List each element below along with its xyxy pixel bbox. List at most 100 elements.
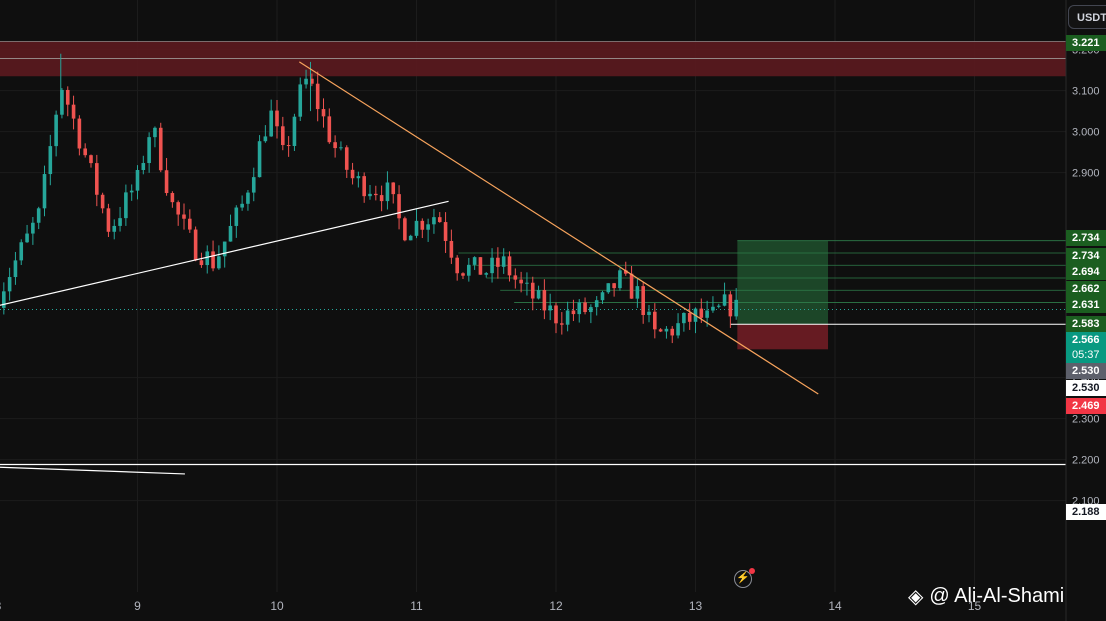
- price-tag-green: 2.662: [1066, 281, 1106, 297]
- candle-body: [95, 163, 99, 195]
- candle-body: [513, 275, 518, 280]
- candle-body: [484, 273, 489, 275]
- candle-body: [385, 182, 390, 202]
- y-tick-label: 3.000: [1072, 127, 1100, 139]
- candle-body: [658, 329, 663, 332]
- candle-body: [548, 305, 552, 311]
- trendline-lower: [0, 466, 185, 475]
- candle-body: [711, 306, 715, 311]
- candle-body: [321, 109, 326, 117]
- candle-body: [77, 118, 82, 149]
- candle-body: [705, 310, 709, 318]
- candle-body: [106, 208, 111, 232]
- candle-body: [170, 193, 175, 203]
- candle-body: [670, 328, 675, 336]
- candle-body: [536, 290, 541, 299]
- candle-body: [100, 194, 105, 209]
- candle-body: [525, 282, 529, 284]
- candle-body: [507, 256, 512, 276]
- candle-body: [653, 311, 657, 330]
- binance-logo-icon: ◈: [908, 586, 924, 608]
- watermark: ◈ @ Ali-Al-Shami: [908, 584, 1064, 609]
- currency-button[interactable]: USDT: [1068, 5, 1106, 29]
- candle-body: [298, 84, 303, 117]
- y-tick-label: 3.100: [1072, 86, 1100, 98]
- x-tick-label: 14: [828, 599, 842, 613]
- stop-zone: [737, 324, 829, 350]
- candle-body: [571, 310, 576, 315]
- candle-body: [89, 155, 93, 164]
- candle-body: [501, 256, 506, 267]
- candle-body: [222, 241, 227, 257]
- candle-body: [722, 294, 727, 306]
- candle-body: [292, 116, 297, 147]
- candle-body: [327, 116, 332, 143]
- price-tag-green: 2.631: [1066, 297, 1106, 313]
- candle-body: [275, 110, 279, 127]
- candle-body: [315, 83, 320, 110]
- candle-body: [618, 270, 622, 289]
- flash-icon[interactable]: ⚡: [734, 568, 755, 588]
- candle-body: [83, 148, 87, 156]
- candle-body: [42, 174, 47, 209]
- candle-body: [641, 286, 645, 316]
- x-tick-label: 12: [549, 599, 563, 613]
- price-tag-white: 2.188: [1066, 504, 1106, 520]
- candle-body: [333, 142, 337, 149]
- candle-body: [728, 294, 733, 317]
- candle-body: [158, 127, 163, 171]
- price-tag-green: 2.583: [1066, 316, 1106, 332]
- candle-body: [135, 169, 140, 191]
- candle-body: [554, 305, 558, 324]
- target-zone: [737, 240, 829, 325]
- candle-body: [560, 323, 564, 325]
- candle-body: [31, 222, 35, 234]
- candle-body: [129, 190, 134, 193]
- candle-body: [286, 145, 291, 147]
- candle-body: [600, 292, 605, 301]
- candle-body: [147, 137, 151, 164]
- candle-body: [496, 257, 500, 267]
- candle-body: [589, 307, 593, 313]
- candle-body: [7, 277, 12, 292]
- candle-body: [281, 126, 285, 146]
- candle-body: [176, 202, 180, 215]
- candle-body: [461, 273, 465, 276]
- candle-body: [420, 220, 425, 230]
- price-tag-teal: 2.566: [1066, 332, 1106, 348]
- candle-body: [449, 240, 454, 258]
- price-tag-green: 3.221: [1066, 35, 1106, 51]
- candle-body: [734, 299, 738, 317]
- x-tick-label: 9: [134, 599, 141, 613]
- candle-body: [379, 195, 384, 202]
- candle-body: [19, 242, 24, 261]
- candle-body: [240, 203, 244, 208]
- candle-body: [391, 182, 396, 195]
- candle-body: [344, 147, 349, 170]
- candle-body: [583, 302, 587, 313]
- candle-body: [257, 141, 262, 178]
- y-tick-label: 2.900: [1072, 168, 1100, 180]
- candle-body: [362, 176, 366, 197]
- candle-body: [246, 192, 250, 204]
- candle-body: [54, 114, 58, 147]
- candle-body: [408, 235, 413, 241]
- candle-body: [350, 169, 355, 179]
- candle-body: [612, 283, 616, 289]
- candle-body: [519, 279, 523, 284]
- candle-body: [211, 251, 215, 269]
- candle-body: [368, 193, 372, 197]
- candle-body: [164, 170, 169, 194]
- candle-body: [426, 224, 430, 230]
- x-tick-label: 11: [410, 599, 423, 613]
- candle-body: [629, 273, 634, 299]
- price-tag-green: 2.694: [1066, 264, 1106, 280]
- candle-body: [217, 256, 221, 269]
- x-tick-label: 15: [968, 599, 982, 613]
- price-tag-green: 2.734: [1066, 230, 1106, 246]
- x-tick-label: 8: [0, 599, 2, 613]
- candle-body: [647, 311, 651, 316]
- candle-body: [339, 147, 343, 149]
- candle-body: [2, 291, 6, 308]
